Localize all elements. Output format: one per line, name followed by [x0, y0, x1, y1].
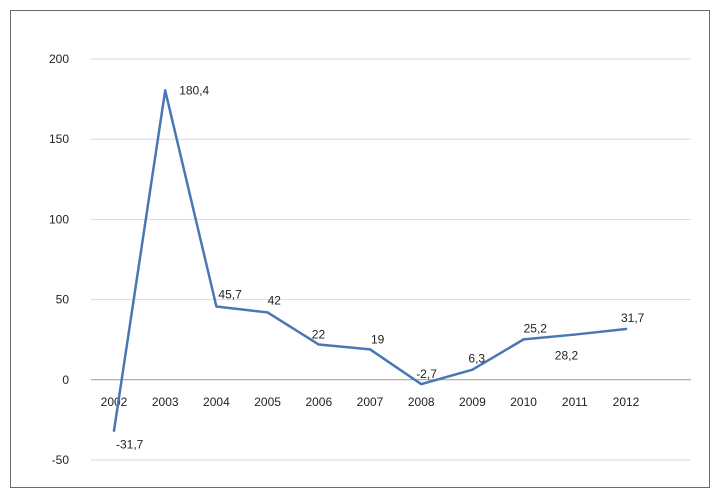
data-label: 28,2	[555, 349, 579, 363]
data-label: 42	[268, 293, 282, 307]
y-tick-label: 200	[49, 52, 69, 66]
data-point	[624, 327, 628, 331]
x-tick-label: 2003	[152, 395, 179, 409]
x-tick-label: 2004	[203, 395, 230, 409]
data-label: 22	[312, 328, 326, 342]
data-point	[266, 311, 269, 314]
x-tick-label: 2008	[408, 395, 435, 409]
data-point	[368, 348, 372, 351]
data-point	[420, 382, 423, 386]
data-label: 31,7	[621, 311, 645, 325]
data-label: 180,4	[179, 83, 209, 97]
data-label: -31,7	[116, 438, 144, 452]
y-tick-label: 100	[49, 212, 69, 226]
y-tick-label: 0	[62, 373, 69, 387]
x-tick-label: 2011	[562, 395, 588, 409]
data-point	[522, 338, 525, 341]
data-point	[317, 343, 320, 346]
x-tick-label: 2012	[613, 395, 640, 409]
x-tick-label: 2005	[254, 395, 281, 409]
x-tick-label: 2007	[357, 395, 384, 409]
y-tick-label: -50	[52, 453, 70, 467]
x-tick-label: 2010	[510, 395, 537, 409]
y-tick-label: 50	[56, 293, 70, 307]
data-label: 6,3	[468, 352, 485, 366]
data-label: 45,7	[218, 287, 242, 301]
x-tick-label: 2002	[101, 395, 128, 409]
data-point	[164, 89, 167, 92]
x-tick-label: 2006	[305, 395, 332, 409]
data-point	[112, 429, 116, 432]
line-chart: -50 0 50 100 150 200 2002 2003 2004 2005 2006 2007 2…	[49, 52, 691, 467]
x-tick-label: 2009	[459, 395, 486, 409]
data-label: 25,2	[524, 321, 548, 335]
data-point	[573, 333, 576, 336]
data-label: 19	[371, 332, 385, 346]
chart-frame: -50 0 50 100 150 200 2002 2003 2004 2005 2006 2007 2…	[10, 10, 710, 488]
data-point	[471, 368, 474, 371]
data-label: -2,7	[416, 367, 437, 381]
y-tick-label: 150	[49, 132, 69, 146]
data-point	[215, 305, 218, 308]
